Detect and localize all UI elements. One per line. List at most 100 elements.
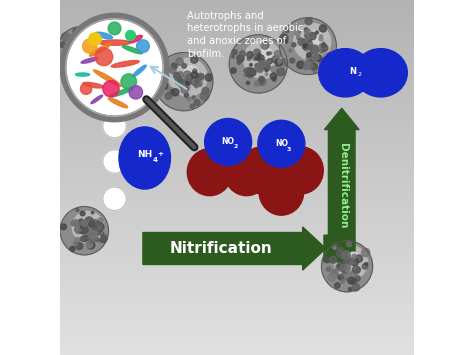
Circle shape [182, 83, 190, 91]
Circle shape [92, 227, 100, 235]
Circle shape [140, 69, 147, 76]
Circle shape [255, 64, 260, 68]
Circle shape [322, 64, 325, 66]
Circle shape [140, 77, 144, 82]
Circle shape [87, 241, 95, 249]
Circle shape [86, 241, 92, 248]
Circle shape [231, 68, 236, 73]
Circle shape [95, 48, 113, 66]
Circle shape [304, 44, 308, 48]
Circle shape [335, 245, 340, 250]
Bar [60, 334, 414, 335]
Bar [60, 87, 414, 89]
Circle shape [198, 73, 204, 80]
Circle shape [81, 225, 84, 228]
Bar [60, 108, 414, 110]
Bar [60, 268, 414, 270]
Circle shape [332, 272, 338, 278]
Circle shape [78, 54, 83, 60]
Bar [60, 28, 414, 30]
Circle shape [76, 50, 81, 55]
Polygon shape [324, 108, 359, 262]
Ellipse shape [93, 70, 121, 86]
Bar [60, 275, 414, 277]
Bar [60, 82, 414, 83]
Circle shape [160, 79, 163, 82]
Bar [60, 218, 414, 220]
Circle shape [281, 59, 288, 66]
Bar [60, 37, 414, 39]
Bar [60, 55, 414, 57]
Bar [60, 71, 414, 73]
Circle shape [352, 284, 360, 291]
Circle shape [310, 56, 316, 62]
Bar [60, 149, 414, 151]
Circle shape [152, 65, 156, 70]
Ellipse shape [91, 95, 103, 104]
Circle shape [263, 42, 269, 48]
Circle shape [187, 80, 191, 84]
Circle shape [82, 226, 88, 231]
Circle shape [340, 278, 343, 281]
Bar [60, 11, 414, 12]
Circle shape [195, 80, 201, 87]
Circle shape [77, 38, 81, 41]
Bar [60, 240, 414, 241]
Circle shape [99, 240, 101, 243]
Bar [60, 80, 414, 82]
Circle shape [348, 277, 355, 284]
Circle shape [128, 64, 135, 70]
Bar [60, 185, 414, 186]
Circle shape [60, 42, 66, 48]
Circle shape [61, 224, 66, 230]
Bar [60, 96, 414, 98]
Circle shape [139, 78, 142, 81]
Circle shape [302, 44, 308, 49]
Circle shape [94, 60, 97, 63]
Bar [60, 245, 414, 247]
Bar [60, 9, 414, 11]
Circle shape [294, 23, 331, 60]
Circle shape [347, 252, 360, 265]
Bar [60, 328, 414, 330]
Circle shape [89, 45, 91, 48]
Circle shape [84, 218, 96, 230]
Circle shape [76, 209, 79, 212]
Circle shape [88, 39, 91, 43]
Bar [60, 60, 414, 62]
Circle shape [76, 37, 82, 43]
Bar [60, 337, 414, 339]
Circle shape [195, 79, 199, 83]
Circle shape [255, 50, 259, 53]
Circle shape [88, 223, 93, 227]
Bar [60, 16, 414, 18]
Circle shape [137, 69, 141, 73]
Bar [60, 48, 414, 50]
Bar [60, 264, 414, 266]
Circle shape [308, 31, 322, 45]
Bar [60, 247, 414, 248]
Circle shape [352, 254, 357, 259]
Circle shape [82, 237, 85, 241]
Bar [60, 0, 414, 2]
Circle shape [94, 51, 99, 55]
Text: +: + [158, 151, 164, 157]
Bar [60, 266, 414, 268]
Ellipse shape [224, 149, 269, 196]
Bar [60, 131, 414, 133]
Circle shape [73, 57, 79, 64]
Circle shape [96, 238, 100, 241]
Circle shape [167, 87, 174, 94]
Circle shape [75, 39, 77, 42]
Circle shape [122, 65, 129, 71]
Circle shape [271, 66, 278, 73]
Circle shape [71, 63, 78, 70]
Circle shape [192, 96, 195, 99]
Circle shape [81, 28, 88, 36]
Circle shape [175, 77, 183, 85]
Circle shape [80, 236, 85, 242]
Circle shape [365, 262, 368, 265]
Bar [60, 351, 414, 353]
Bar [60, 39, 414, 41]
Circle shape [116, 78, 123, 86]
